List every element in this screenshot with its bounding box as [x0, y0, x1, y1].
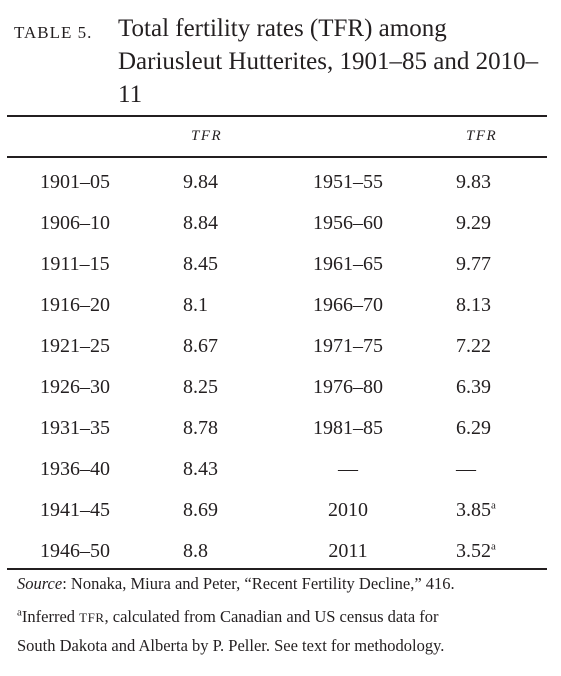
tfr-left-cell-value: 8.67	[183, 335, 218, 357]
period-left-cell-value: 1926–30	[40, 376, 110, 398]
tfr-left-cell-value: 8.1	[183, 294, 208, 316]
tfr-left-cell: 8.43	[183, 457, 218, 481]
table-title: Total fertility rates (TFR) among Darius…	[118, 15, 539, 108]
note-footnote-line2: South Dakota and Alberta by P. Peller. S…	[17, 636, 445, 655]
period-right-cell: 1981–85	[300, 416, 396, 440]
tfr-left-cell-value: 8.78	[183, 417, 218, 439]
source-text: : Nonaka, Miura and Peter, “Recent Ferti…	[62, 574, 455, 593]
period-right-cell-value: 1961–65	[313, 253, 383, 275]
tfr-left-cell: 8.8	[183, 539, 208, 563]
period-right-cell-value: 1956–60	[313, 212, 383, 234]
tfr-right-cell-value: 8.13	[456, 294, 491, 316]
tfr-left-cell-value: 8.69	[183, 499, 218, 521]
period-right-cell: 1951–55	[300, 170, 396, 194]
period-left-cell: 1916–20	[30, 293, 120, 317]
period-left-cell: 1946–50	[30, 539, 120, 563]
period-left-cell: 1941–45	[30, 498, 120, 522]
period-left-cell-value: 1936–40	[40, 458, 110, 480]
period-right-cell-value: —	[338, 458, 358, 480]
tfr-right-cell-value: 6.39	[456, 376, 491, 398]
top-rule	[7, 115, 547, 117]
tfr-left-cell-value: 8.25	[183, 376, 218, 398]
tfr-right-cell: 8.13	[456, 293, 491, 317]
tfr-right-cell-value: 9.83	[456, 171, 491, 193]
period-right-cell-value: 1976–80	[313, 376, 383, 398]
period-right-cell-value: 1966–70	[313, 294, 383, 316]
bottom-rule	[7, 568, 547, 570]
period-left-cell-value: 1901–05	[40, 171, 110, 193]
tfr-right-cell: 9.83	[456, 170, 491, 194]
tfr-left-cell-value: 8.84	[183, 212, 218, 234]
column-header-tfr-left: TFR	[191, 128, 223, 144]
header-rule	[7, 156, 547, 158]
tfr-left-cell: 9.84	[183, 170, 218, 194]
period-right-cell-value: 1971–75	[313, 335, 383, 357]
period-left-cell: 1911–15	[30, 252, 120, 276]
tfr-right-cell: —	[456, 457, 476, 481]
period-left-cell-value: 1941–45	[40, 499, 110, 521]
tfr-right-cell: 7.22	[456, 334, 491, 358]
tfr-right-cell-value: 3.85	[456, 499, 491, 521]
period-left-cell: 1931–35	[30, 416, 120, 440]
period-left-cell-value: 1946–50	[40, 540, 110, 562]
tfr-left-cell: 8.1	[183, 293, 208, 317]
tfr-right-cell-value: 9.29	[456, 212, 491, 234]
period-right-cell: 2010	[300, 498, 396, 522]
tfr-right-cell: 9.77	[456, 252, 491, 276]
period-left-cell-value: 1911–15	[40, 253, 110, 275]
tfr-left-cell: 8.78	[183, 416, 218, 440]
source-label: Source	[17, 574, 63, 593]
tfr-left-cell-value: 8.45	[183, 253, 218, 275]
period-right-cell-value: 1951–55	[313, 171, 383, 193]
tfr-right-cell-value: 6.29	[456, 417, 491, 439]
tfr-left-cell-value: 8.8	[183, 540, 208, 562]
tfr-right-cell: 6.29	[456, 416, 491, 440]
source-footnote: Source: Nonaka, Miura and Peter, “Recent…	[17, 570, 547, 597]
tfr-right-cell-value: —	[456, 458, 476, 480]
period-right-cell: 1966–70	[300, 293, 396, 317]
period-right-cell-value: 2010	[328, 499, 368, 521]
period-left-cell: 1906–10	[30, 211, 120, 235]
note-text-post: , calculated from Canadian and US census…	[104, 607, 439, 626]
period-right-cell: 2011	[300, 539, 396, 563]
tfr-left-cell: 8.84	[183, 211, 218, 235]
tfr-right-cell: 3.52a	[456, 539, 496, 563]
period-left-cell: 1901–05	[30, 170, 120, 194]
period-left-cell: 1936–40	[30, 457, 120, 481]
period-right-cell: —	[300, 457, 396, 481]
tfr-left-cell: 8.45	[183, 252, 218, 276]
note-text-pre: Inferred	[21, 607, 80, 626]
tfr-right-cell-value: 7.22	[456, 335, 491, 357]
footnote-marker: a	[491, 499, 496, 512]
period-right-cell: 1976–80	[300, 375, 396, 399]
tfr-left-cell-value: 9.84	[183, 171, 218, 193]
tfr-left-cell: 8.25	[183, 375, 218, 399]
tfr-left-cell: 8.69	[183, 498, 218, 522]
period-left-cell: 1926–30	[30, 375, 120, 399]
column-header-tfr-right: TFR	[466, 128, 498, 144]
period-right-cell: 1971–75	[300, 334, 396, 358]
note-footnote-line1: aInferred TFR, calculated from Canadian …	[17, 603, 547, 631]
note-marker: a	[17, 606, 22, 619]
period-right-cell-value: 2011	[328, 540, 368, 562]
period-right-cell: 1956–60	[300, 211, 396, 235]
period-left-cell-value: 1921–25	[40, 335, 110, 357]
tfr-left-cell-value: 8.43	[183, 458, 218, 480]
note-abbrev: TFR	[79, 610, 105, 625]
table-label: Table 5.	[14, 23, 93, 42]
period-left-cell-value: 1916–20	[40, 294, 110, 316]
tfr-right-cell-value: 3.52	[456, 540, 491, 562]
period-right-cell-value: 1981–85	[313, 417, 383, 439]
tfr-right-cell: 9.29	[456, 211, 491, 235]
footnote-marker: a	[491, 540, 496, 553]
period-right-cell: 1961–65	[300, 252, 396, 276]
tfr-right-cell: 3.85a	[456, 498, 496, 522]
period-left-cell: 1921–25	[30, 334, 120, 358]
period-left-cell-value: 1931–35	[40, 417, 110, 439]
period-left-cell-value: 1906–10	[40, 212, 110, 234]
tfr-left-cell: 8.67	[183, 334, 218, 358]
tfr-right-cell: 6.39	[456, 375, 491, 399]
tfr-right-cell-value: 9.77	[456, 253, 491, 275]
